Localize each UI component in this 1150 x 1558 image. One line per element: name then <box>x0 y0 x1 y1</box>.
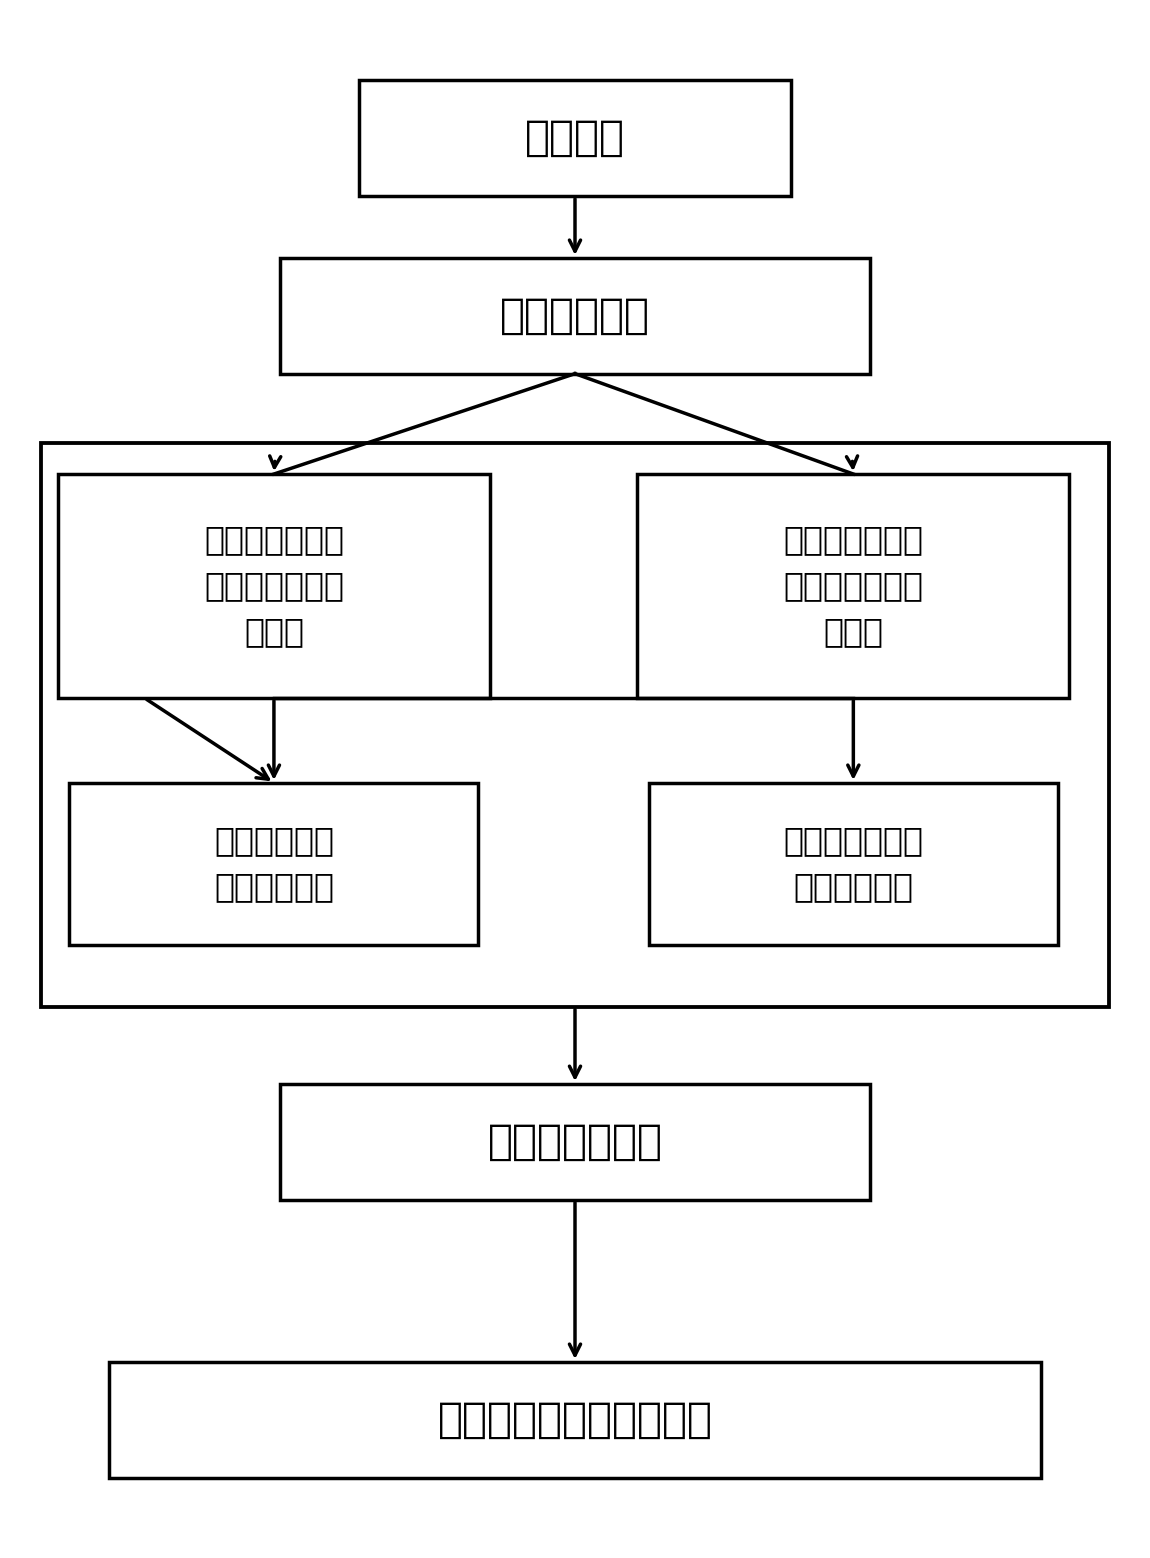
Bar <box>359 81 791 196</box>
Bar <box>69 782 478 946</box>
Bar <box>279 1084 871 1200</box>
Bar <box>109 1362 1041 1477</box>
Bar <box>41 442 1109 1006</box>
Bar <box>649 782 1058 946</box>
Text: 颅颌面软组织中轴面确定: 颅颌面软组织中轴面确定 <box>437 1399 713 1441</box>
Text: 颅颌面的采集: 颅颌面的采集 <box>500 294 650 337</box>
Text: 图像特征标记点
空间坐标计算: 图像特征标记点 空间坐标计算 <box>783 824 923 904</box>
Bar <box>58 474 490 698</box>
Text: 系统标定: 系统标定 <box>526 117 624 159</box>
Text: 右侧摄像头采集
图像中标记点坐
标获取: 右侧摄像头采集 图像中标记点坐 标获取 <box>783 523 923 648</box>
Bar <box>637 474 1070 698</box>
Text: 固定式标记点
空间坐标计算: 固定式标记点 空间坐标计算 <box>214 824 334 904</box>
Text: 特征点坐标计算: 特征点坐标计算 <box>488 1120 662 1162</box>
Text: 左侧摄像头采集
图像中标记点坐
标获取: 左侧摄像头采集 图像中标记点坐 标获取 <box>204 523 344 648</box>
Bar <box>279 259 871 374</box>
